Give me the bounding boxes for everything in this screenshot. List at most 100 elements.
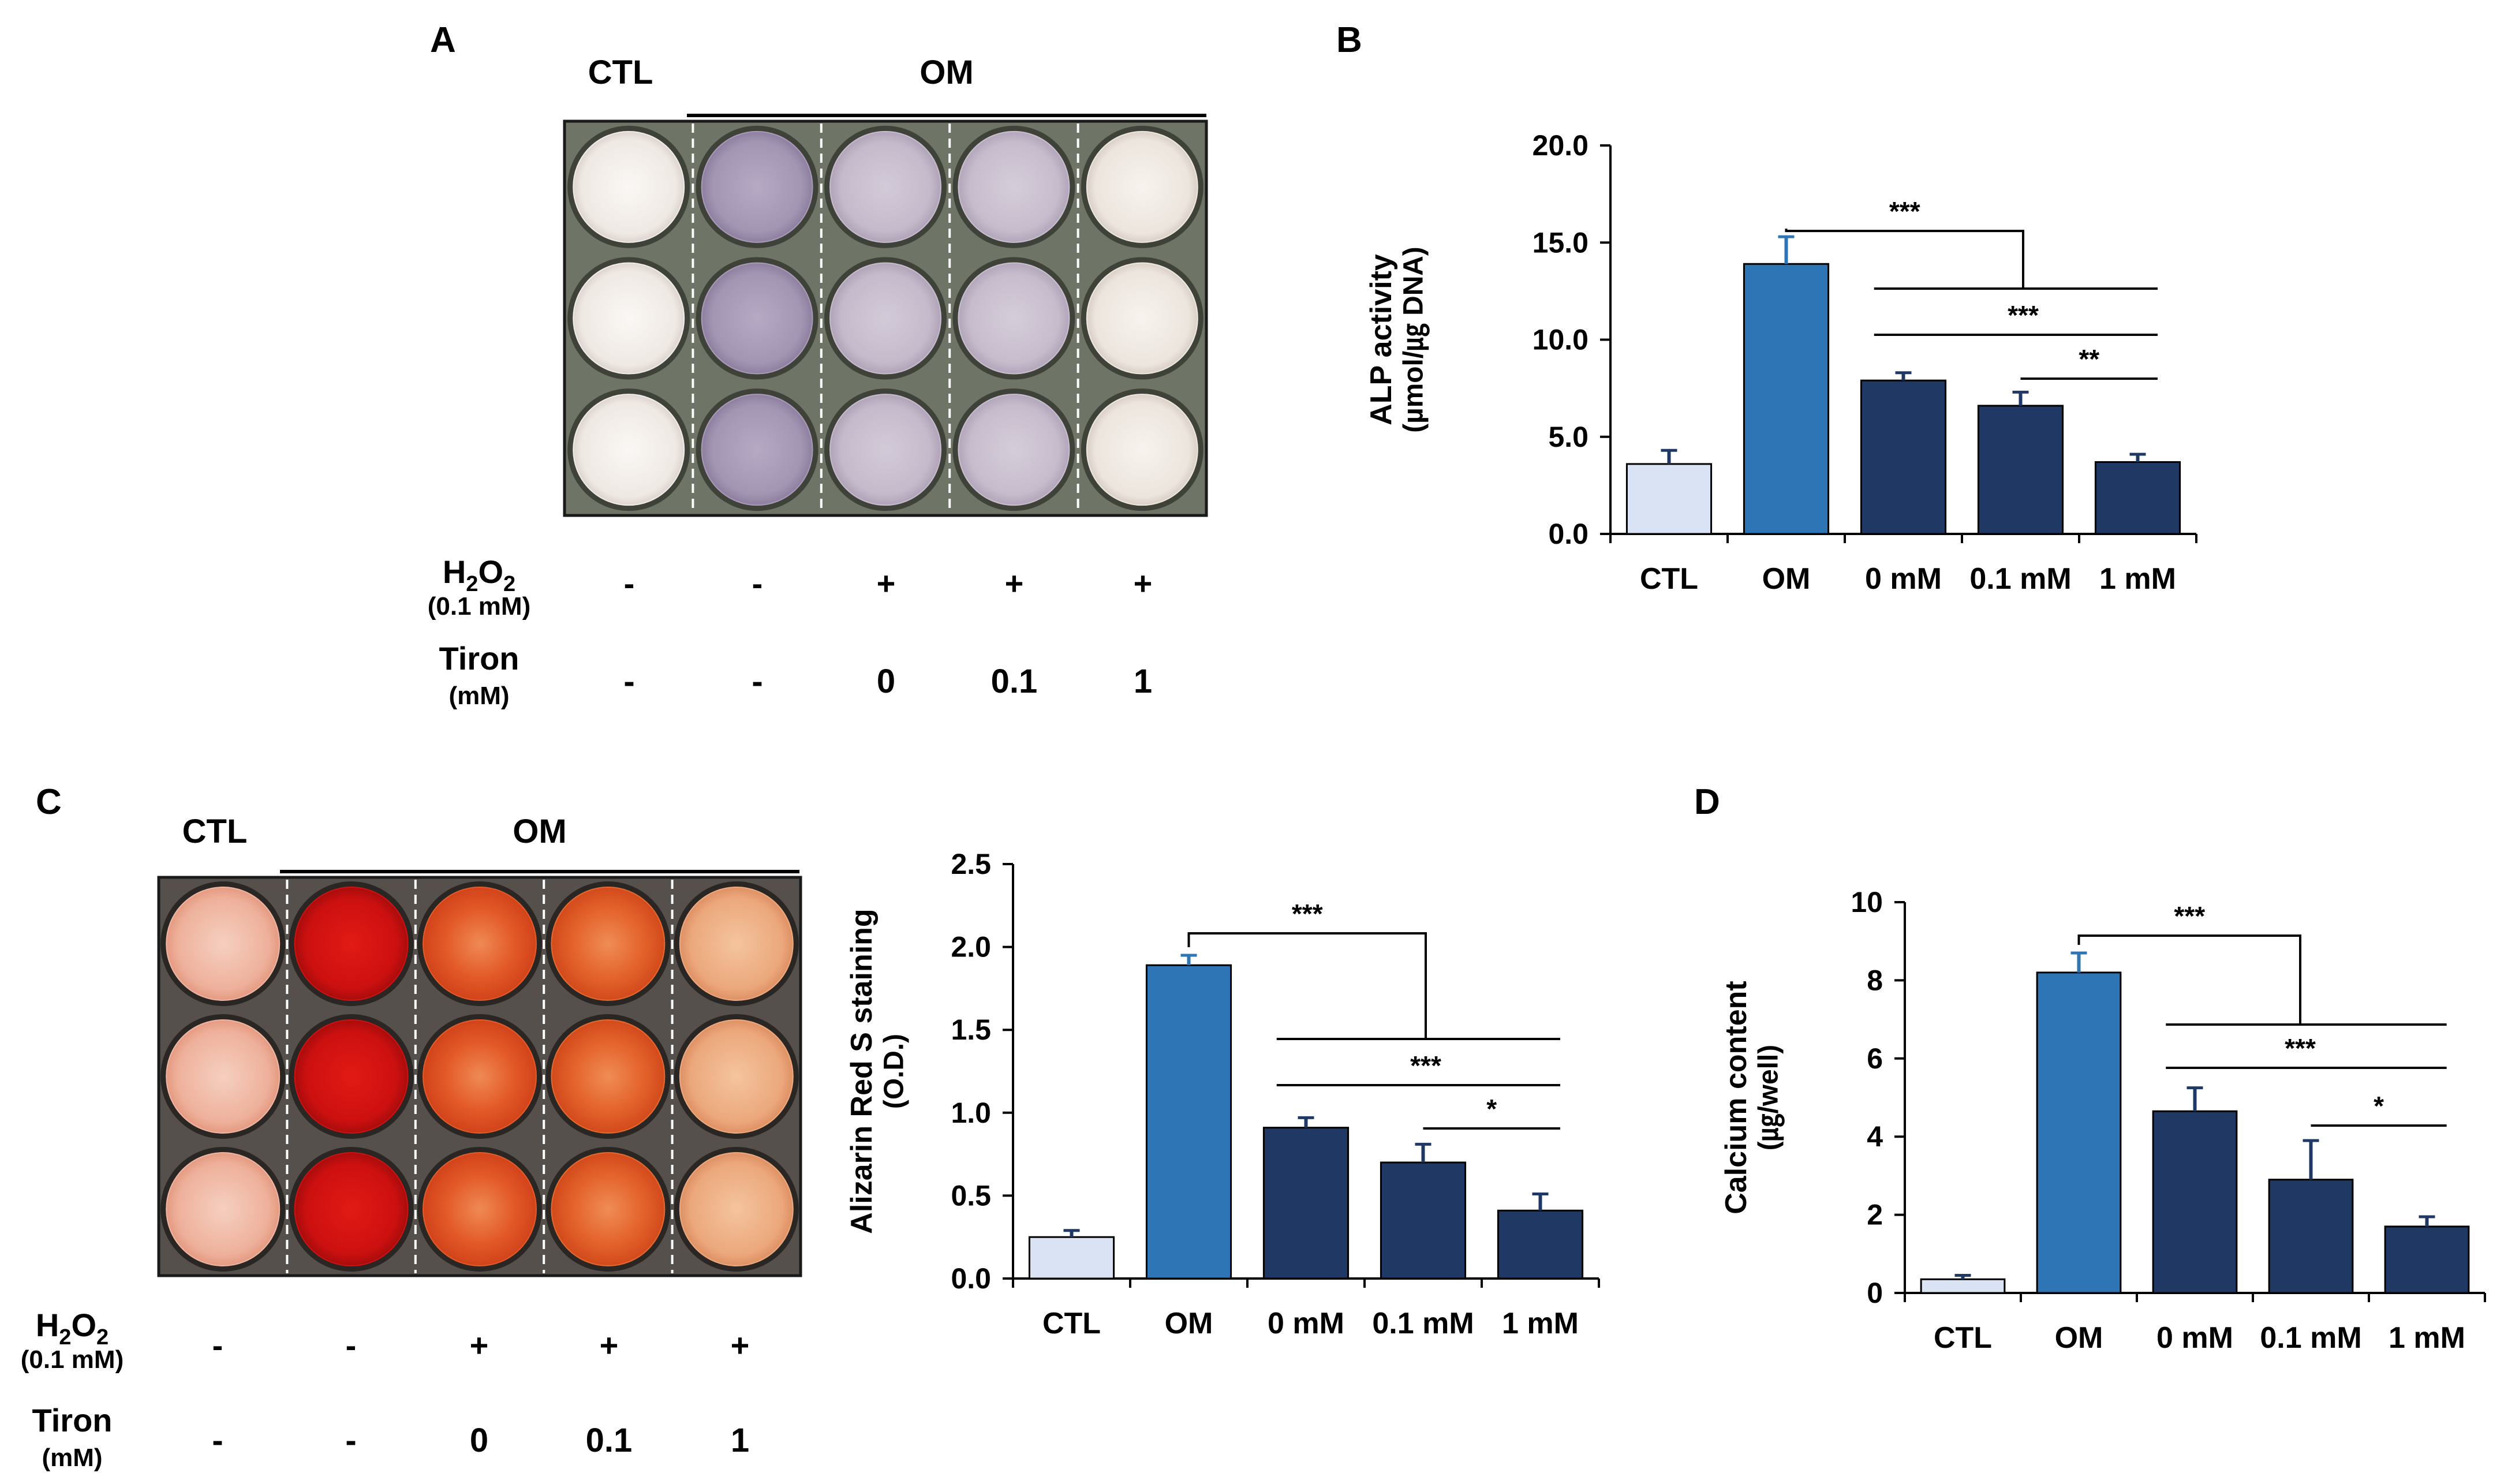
- bar: [1920, 1278, 2006, 1294]
- y-tick-label: 0: [1867, 1277, 1883, 1309]
- x-tick-label: 0.1 mM: [2260, 1321, 2361, 1355]
- alizarin-plate-image: [157, 876, 802, 1277]
- x-tick-label: 0 mM: [2156, 1321, 2233, 1355]
- x-tick-label: OM: [2055, 1321, 2103, 1355]
- y-axis-unit: (O.D.): [879, 1034, 910, 1109]
- y-tick-label: 8: [1867, 964, 1883, 996]
- panel-a-ctl-label: CTL: [588, 54, 653, 91]
- y-axis-label: ALP activity: [1365, 254, 1398, 425]
- bar: [1860, 379, 1947, 535]
- y-tick-label: 1.0: [951, 1097, 991, 1129]
- treatment-value: -: [212, 1327, 223, 1363]
- y-tick-label: 20.0: [1533, 129, 1589, 162]
- y-tick-label: 6: [1867, 1042, 1883, 1075]
- treatment-value: -: [346, 1327, 357, 1363]
- well: [829, 262, 941, 375]
- well: [679, 1152, 794, 1266]
- treatment-value: -: [624, 565, 635, 601]
- panel-c-tiron-values: - - 0 0.1 1: [212, 1422, 749, 1459]
- treatment-value: +: [877, 565, 896, 601]
- panel-c-h2o2-values: - - + + +: [212, 1327, 750, 1363]
- well: [423, 1152, 537, 1266]
- panel-d-label: D: [1694, 782, 1720, 822]
- well: [1086, 130, 1198, 243]
- treatment-value: -: [752, 565, 763, 601]
- treatment-value: 0.1: [991, 663, 1038, 700]
- treatment-value: +: [1005, 565, 1024, 601]
- well: [166, 1019, 281, 1134]
- treatment-value: -: [212, 1422, 223, 1459]
- bar: [1625, 463, 1713, 535]
- bar: [1977, 405, 2064, 535]
- panel-c-h2o2-conc: (0.1 mM): [21, 1345, 124, 1374]
- x-tick-label: 1 mM: [2389, 1321, 2465, 1355]
- bar: [2036, 971, 2122, 1294]
- significance-bracket: [2077, 934, 2301, 1025]
- y-axis-label: Alizarin Red S staining: [845, 909, 879, 1233]
- treatment-value: -: [752, 663, 763, 700]
- well: [1086, 262, 1198, 375]
- well: [679, 887, 794, 1001]
- panel-b-label: B: [1336, 20, 1362, 60]
- well: [166, 887, 281, 1001]
- significance-label: ***: [1889, 196, 1920, 226]
- well: [294, 1019, 409, 1134]
- treatment-value: 0: [470, 1422, 488, 1459]
- panel-c-tiron-label: Tiron: [32, 1402, 113, 1438]
- significance-label: ***: [2174, 901, 2205, 931]
- well: [701, 130, 813, 243]
- chart-alp-activity: 0.0 5.0 10.0 15.0 20.0 CTL OM 0 mM 0.1 mM 1 mM ALP…: [1365, 129, 2197, 596]
- panel-c-h2o2-label: H2O2: [36, 1307, 109, 1350]
- bar: [1028, 1236, 1115, 1280]
- x-tick-label: 0.1 mM: [1372, 1307, 1474, 1340]
- well: [958, 394, 1070, 506]
- panel-a-tiron-values: - - 0 0.1 1: [623, 663, 1152, 700]
- panel-a-label: A: [430, 20, 456, 60]
- alp-plate-image: [563, 119, 1208, 517]
- y-tick-label: 10.0: [1533, 324, 1589, 356]
- y-tick-label: 4: [1867, 1120, 1883, 1153]
- well: [701, 394, 813, 506]
- well: [423, 1019, 537, 1134]
- significance-label: *: [1486, 1094, 1497, 1124]
- y-tick-label: 2.0: [951, 931, 991, 963]
- well: [551, 1152, 666, 1266]
- x-tick-label: CTL: [1640, 562, 1698, 596]
- treatment-value: 1: [731, 1422, 749, 1459]
- significance-bracket: [1187, 932, 1427, 1039]
- bar: [1145, 964, 1232, 1280]
- well: [551, 887, 666, 1001]
- y-axis-label: Calcium content: [1720, 981, 1753, 1214]
- panel-a-tiron-label: Tiron: [439, 640, 519, 676]
- x-tick-label: CTL: [1934, 1321, 1992, 1355]
- bar: [1380, 1161, 1467, 1280]
- x-tick-label: 0.1 mM: [1969, 562, 2071, 596]
- well: [294, 1152, 409, 1266]
- bar: [2268, 1179, 2354, 1294]
- significance-label: ***: [2285, 1033, 2316, 1063]
- well: [294, 887, 409, 1001]
- chart-alizarin-red: 0.0 0.5 1.0 1.5 2.0 2.5 CTL OM 0 mM 0.1 mM 1 mM Ali…: [845, 848, 1600, 1340]
- y-tick-label: 0.0: [1548, 518, 1589, 550]
- x-tick-label: 1 mM: [1502, 1307, 1579, 1340]
- bar: [1262, 1127, 1350, 1280]
- well: [551, 1019, 666, 1134]
- bar: [2094, 461, 2181, 535]
- chart-calcium-content: 0 2 4 6 8 10 CTL OM 0 mM 0.1 mM 1 mM Calcium conten…: [1720, 886, 2486, 1355]
- y-tick-label: 10: [1851, 886, 1883, 918]
- significance-label: *: [2374, 1091, 2384, 1121]
- well: [701, 262, 813, 375]
- treatment-value: 0: [877, 663, 895, 700]
- y-tick-label: 0.0: [951, 1262, 991, 1295]
- panel-c-ctl-label: CTL: [182, 813, 248, 850]
- treatment-value: -: [345, 1422, 356, 1459]
- treatment-value: +: [600, 1327, 619, 1363]
- x-tick-label: 1 mM: [2099, 562, 2176, 596]
- well: [573, 262, 685, 375]
- panel-a-h2o2-conc: (0.1 mM): [428, 592, 530, 620]
- y-tick-label: 0.5: [951, 1179, 991, 1212]
- significance-bracket: [1785, 229, 2024, 289]
- y-tick-label: 15.0: [1533, 226, 1589, 259]
- panel-c-om-label: OM: [513, 813, 566, 850]
